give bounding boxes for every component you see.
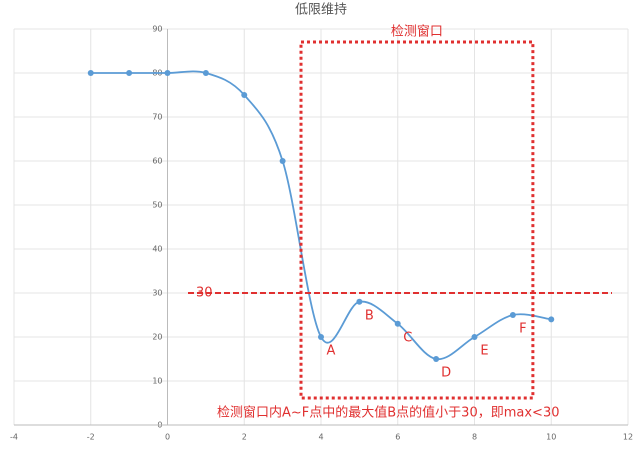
- chart-title: 低限维持: [295, 3, 347, 18]
- point-label: A: [327, 344, 336, 359]
- detection-window: [299, 40, 535, 400]
- point-label: D: [441, 366, 451, 381]
- data-point: [202, 70, 209, 76]
- data-point: [471, 334, 478, 340]
- x-tick-label: 12: [623, 433, 633, 442]
- x-tick-label: 6: [395, 433, 400, 442]
- note: 检测窗口内A~F点中的最大值B点的值小于30，即max<30: [217, 405, 559, 421]
- data-point: [126, 70, 133, 76]
- y-tick-label: 90: [152, 25, 162, 34]
- point-label: B: [365, 308, 374, 323]
- point-label: C: [403, 330, 412, 345]
- data-point: [318, 334, 324, 340]
- x-tick-label: 2: [242, 433, 247, 442]
- x-tick-label: 4: [318, 433, 323, 442]
- data-point: [279, 158, 286, 164]
- y-tick-label: 50: [152, 201, 162, 210]
- data-point: [164, 70, 171, 76]
- x-tick-label: 10: [546, 433, 556, 442]
- x-tick-label: 0: [165, 433, 170, 442]
- point-label: F: [519, 322, 526, 337]
- data-point: [356, 298, 363, 305]
- data-point: [509, 312, 516, 318]
- y-tick-label: 30: [152, 289, 162, 298]
- x-tick-label: -2: [87, 433, 95, 442]
- y-tick-label: 60: [152, 157, 162, 166]
- data-point: [433, 356, 440, 362]
- data-point: [394, 320, 401, 327]
- data-point: [87, 70, 94, 76]
- x-tick-label: 8: [472, 433, 477, 442]
- y-tick-label: 40: [152, 245, 162, 254]
- y-tick-label: 70: [152, 113, 162, 122]
- threshold-label: 30: [196, 286, 213, 301]
- data-point: [241, 92, 248, 98]
- point-label: E: [480, 344, 488, 359]
- y-tick-label: 20: [152, 333, 162, 342]
- data-point: [548, 316, 555, 323]
- window-label: 检测窗口: [391, 24, 443, 40]
- x-tick-label: -4: [10, 433, 18, 442]
- y-tick-label: 10: [152, 377, 162, 386]
